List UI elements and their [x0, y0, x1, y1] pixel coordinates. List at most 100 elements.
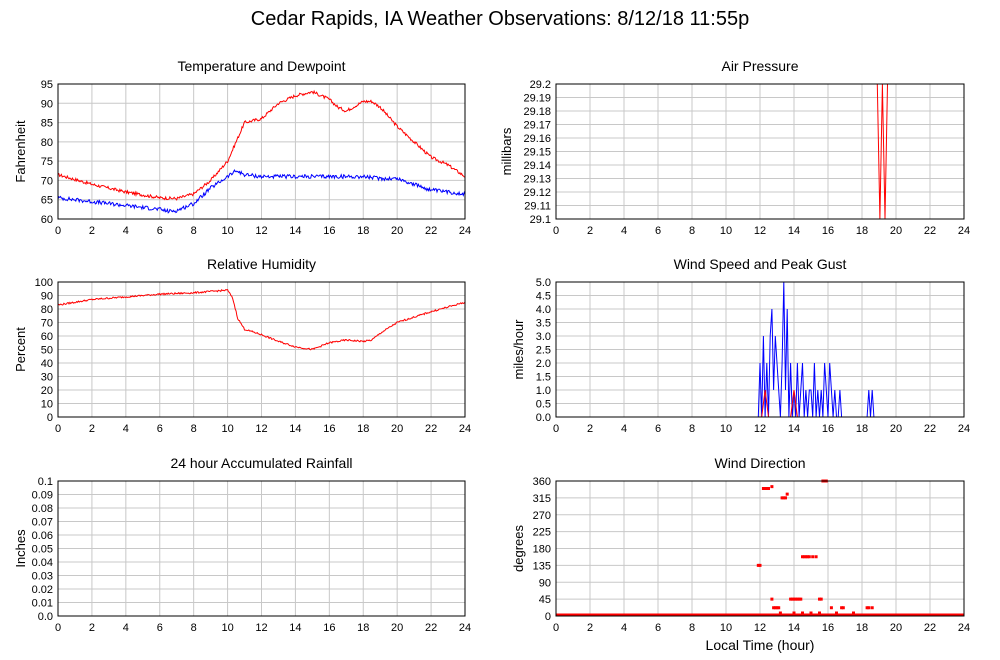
x-tick-label: 18 — [856, 622, 868, 634]
x-tick-label: 18 — [856, 423, 868, 435]
x-tick-label: 22 — [425, 423, 437, 435]
y-tick-label: 75 — [41, 156, 53, 168]
direction-point — [763, 487, 767, 490]
y-axis-label-pressure: millibars — [499, 127, 514, 175]
x-tick-label: 20 — [890, 423, 902, 435]
direction-point — [792, 611, 796, 615]
y-tick-label: 50 — [41, 345, 53, 357]
y-tick-label: 4.0 — [536, 304, 551, 316]
x-tick-label: 12 — [754, 225, 766, 237]
x-tick-label: 24 — [459, 225, 471, 237]
direction-point — [807, 555, 811, 559]
x-tick-label: 14 — [788, 225, 800, 237]
y-tick-label: 270 — [533, 510, 551, 522]
y-tick-label: 29.14 — [523, 160, 551, 172]
y-tick-label: 29.17 — [523, 120, 551, 132]
y-tick-label: 95 — [41, 79, 53, 91]
x-tick-label: 14 — [788, 622, 800, 634]
x-tick-label: 10 — [221, 225, 233, 237]
x-tick-label: 20 — [890, 225, 902, 237]
y-tick-label: 0.07 — [32, 517, 53, 529]
y-tick-label: 0.08 — [32, 503, 53, 515]
y-tick-label: 29.16 — [523, 133, 551, 145]
direction-point — [772, 606, 776, 610]
y-tick-label: 360 — [533, 476, 551, 488]
y-tick-label: 1.5 — [536, 372, 551, 384]
x-tick-label: 4 — [123, 622, 129, 634]
series-line-temp-blue — [57, 169, 466, 214]
x-tick-label: 0 — [55, 423, 61, 435]
y-tick-label: 60 — [41, 331, 53, 343]
x-tick-label: 24 — [958, 423, 970, 435]
x-tick-label: 2 — [89, 225, 95, 237]
plot-frame-rain — [57, 480, 466, 617]
y-tick-label: 70 — [41, 175, 53, 187]
y-tick-label: 29.1 — [530, 214, 551, 226]
x-tick-label: 20 — [391, 622, 403, 634]
chart-title-temp: Temperature and Dewpoint — [177, 58, 345, 74]
plot-frame-direction — [555, 480, 965, 617]
x-tick-label: 22 — [924, 225, 936, 237]
x-tick-label: 22 — [924, 622, 936, 634]
direction-point — [870, 606, 874, 610]
y-tick-label: 30 — [41, 372, 53, 384]
y-axis-label-temp: Fahrenheit — [13, 120, 28, 183]
chart-title-rain: 24 hour Accumulated Rainfall — [170, 455, 352, 471]
x-tick-label: 18 — [357, 225, 369, 237]
x-tick-label: 20 — [890, 622, 902, 634]
direction-point — [801, 611, 804, 615]
y-tick-label: 0.1 — [38, 476, 53, 488]
direction-point — [806, 555, 810, 559]
x-tick-label: 20 — [391, 225, 403, 237]
direction-point — [841, 606, 845, 610]
x-tick-label: 10 — [221, 423, 233, 435]
plot-frame-rh — [57, 281, 466, 418]
x-tick-label: 18 — [856, 225, 868, 237]
x-tick-label: 4 — [621, 622, 627, 634]
x-tick-label: 4 — [123, 225, 129, 237]
direction-point — [795, 597, 799, 601]
x-tick-label: 18 — [357, 622, 369, 634]
x-tick-label: 14 — [289, 423, 301, 435]
direction-point — [867, 606, 871, 610]
y-tick-label: 29.18 — [523, 106, 551, 118]
plot-frame-wind — [555, 281, 965, 418]
y-tick-label: 85 — [41, 118, 53, 130]
direction-point — [784, 496, 787, 500]
direction-point — [785, 492, 789, 496]
y-tick-label: 29.12 — [523, 187, 551, 199]
direction-point — [780, 496, 784, 500]
y-tick-label: 1.0 — [536, 385, 551, 397]
y-tick-label: 2.5 — [536, 345, 551, 357]
x-tick-label: 10 — [221, 622, 233, 634]
direction-point — [782, 496, 786, 500]
y-axis-label-rh: Percent — [13, 327, 28, 372]
y-tick-label: 0.04 — [32, 557, 53, 569]
x-tick-label: 0 — [55, 225, 61, 237]
direction-point — [865, 606, 869, 610]
x-tick-label: 2 — [587, 423, 593, 435]
direction-point — [799, 597, 803, 601]
direction-point — [770, 597, 774, 601]
x-tick-label: 8 — [689, 225, 695, 237]
series-line-rh-red — [57, 288, 466, 351]
direction-point — [767, 487, 770, 490]
x-tick-label: 10 — [720, 225, 732, 237]
x-tick-label: 22 — [425, 622, 437, 634]
x-tick-label: 10 — [720, 622, 732, 634]
x-tick-label: 0 — [553, 225, 559, 237]
direction-point — [804, 555, 808, 559]
x-axis-label: Local Time (hour) — [706, 637, 815, 653]
y-axis-label-direction: degrees — [511, 525, 526, 572]
direction-point — [814, 555, 818, 559]
series-line-temp-red — [57, 89, 466, 201]
x-tick-label: 24 — [958, 225, 970, 237]
x-tick-label: 8 — [689, 423, 695, 435]
direction-point — [778, 611, 782, 615]
x-tick-label: 8 — [191, 225, 197, 237]
y-tick-label: 3.0 — [536, 331, 551, 343]
